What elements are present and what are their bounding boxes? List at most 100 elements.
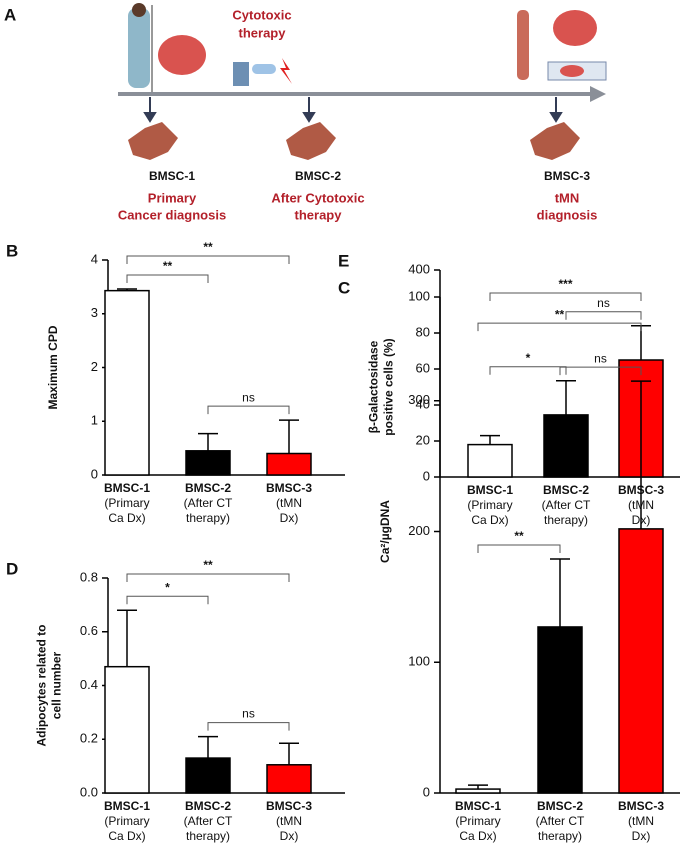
x-tick-label: Ca Dx) xyxy=(471,513,508,527)
y-tick-label: 3 xyxy=(91,305,98,320)
y-axis-label: β-Galactosidase xyxy=(367,340,381,433)
significance-label: ** xyxy=(555,307,565,321)
y-tick-label: 0 xyxy=(91,466,98,481)
y-tick-label: 20 xyxy=(416,432,430,447)
significance-bracket xyxy=(207,722,290,731)
therapy-label: therapy xyxy=(239,25,287,40)
x-tick-label: BMSC-1 xyxy=(104,799,150,813)
bar xyxy=(455,788,501,794)
significance-label: ** xyxy=(203,240,213,254)
bar xyxy=(104,665,150,794)
x-tick-label: (tMN xyxy=(276,814,302,828)
x-tick-label: BMSC-2 xyxy=(537,799,583,813)
bar xyxy=(266,452,312,476)
x-tick-label: (Primary xyxy=(467,498,512,512)
stage-caption: therapy xyxy=(295,207,343,222)
y-tick-label: 300 xyxy=(408,392,430,407)
x-tick-label: (tMN xyxy=(276,496,302,510)
bar xyxy=(543,414,589,478)
significance-label: ** xyxy=(163,259,173,273)
significance-label: ** xyxy=(514,529,524,543)
x-tick-label: therapy) xyxy=(544,513,588,527)
y-tick-label: 0.4 xyxy=(80,677,98,692)
y-axis-label: positive cells (%) xyxy=(382,338,396,435)
y-tick-label: 0 xyxy=(423,468,430,483)
y-axis-label: Ca²/µgDNA xyxy=(378,500,392,563)
y-tick-label: 4 xyxy=(91,251,98,266)
significance-label: ns xyxy=(242,707,255,721)
panel-letter: E xyxy=(338,251,349,270)
y-tick-label: 200 xyxy=(408,523,430,538)
x-tick-label: BMSC-2 xyxy=(185,799,231,813)
y-tick-label: 0.0 xyxy=(80,784,98,799)
x-tick-label: (After CT xyxy=(184,814,233,828)
y-axis-label: Maximum CPD xyxy=(46,325,60,409)
stage-caption: diagnosis xyxy=(537,207,598,222)
significance-bracket xyxy=(126,255,290,264)
stage-label: BMSC-2 xyxy=(295,169,341,183)
significance-bracket xyxy=(565,311,642,320)
y-tick-label: 100 xyxy=(408,288,430,303)
timeline-art xyxy=(118,3,607,160)
x-tick-label: Dx) xyxy=(280,829,299,843)
bar xyxy=(266,764,312,794)
significance-label: * xyxy=(165,580,170,594)
stage-label: BMSC-3 xyxy=(544,169,590,183)
significance-label: ** xyxy=(203,558,213,572)
significance-bracket xyxy=(207,405,290,415)
significance-label: ns xyxy=(242,390,255,404)
x-tick-label: Ca Dx) xyxy=(108,829,145,843)
x-tick-label: BMSC-3 xyxy=(266,481,312,495)
x-tick-label: (After CT xyxy=(542,498,591,512)
y-axis-label: cell number xyxy=(50,651,64,719)
stage-caption: Cancer diagnosis xyxy=(118,207,226,222)
significance-bracket xyxy=(126,573,290,582)
x-tick-label: Ca Dx) xyxy=(108,511,145,525)
x-tick-label: BMSC-3 xyxy=(266,799,312,813)
x-tick-label: (Primary xyxy=(104,496,149,510)
significance-bracket xyxy=(489,292,642,301)
bar xyxy=(467,443,513,478)
y-tick-label: 0.8 xyxy=(80,569,98,584)
therapy-label: Cytotoxic xyxy=(232,7,291,22)
y-tick-label: 0.2 xyxy=(80,731,98,746)
stage-caption: tMN xyxy=(555,190,580,205)
panel-letter: C xyxy=(338,278,350,297)
panel-letter: D xyxy=(6,559,18,578)
stage-caption: After Cytotoxic xyxy=(271,190,364,205)
x-tick-label: (After CT xyxy=(536,814,585,828)
panel-letter: B xyxy=(6,241,18,260)
bar xyxy=(537,626,583,794)
y-tick-label: 2 xyxy=(91,359,98,374)
x-tick-label: (Primary xyxy=(455,814,500,828)
x-tick-label: therapy) xyxy=(186,829,230,843)
x-tick-label: BMSC-2 xyxy=(543,483,589,497)
y-tick-label: 0.6 xyxy=(80,623,98,638)
bar xyxy=(185,757,231,794)
y-tick-label: 100 xyxy=(408,654,430,669)
significance-label: ns xyxy=(597,296,610,310)
significance-bracket xyxy=(126,274,209,284)
y-tick-label: 400 xyxy=(408,261,430,276)
significance-bracket xyxy=(489,366,567,375)
y-tick-label: 80 xyxy=(416,324,430,339)
x-tick-label: (Primary xyxy=(104,814,149,828)
x-tick-label: BMSC-2 xyxy=(185,481,231,495)
y-axis-label: Adipocytes related to xyxy=(35,624,49,746)
significance-bracket xyxy=(126,595,209,605)
x-tick-label: Dx) xyxy=(280,511,299,525)
x-tick-label: BMSC-1 xyxy=(467,483,513,497)
significance-label: * xyxy=(526,351,531,365)
x-tick-label: BMSC-1 xyxy=(455,799,501,813)
bar xyxy=(104,289,150,476)
x-tick-label: BMSC-3 xyxy=(618,799,664,813)
x-tick-label: BMSC-1 xyxy=(104,481,150,495)
y-tick-label: 1 xyxy=(91,413,98,428)
significance-label: *** xyxy=(558,277,572,291)
bar xyxy=(618,528,664,794)
x-tick-label: (After CT xyxy=(184,496,233,510)
significance-bracket xyxy=(559,366,642,376)
panel-letter: A xyxy=(4,5,16,24)
x-tick-label: Ca Dx) xyxy=(459,829,496,843)
